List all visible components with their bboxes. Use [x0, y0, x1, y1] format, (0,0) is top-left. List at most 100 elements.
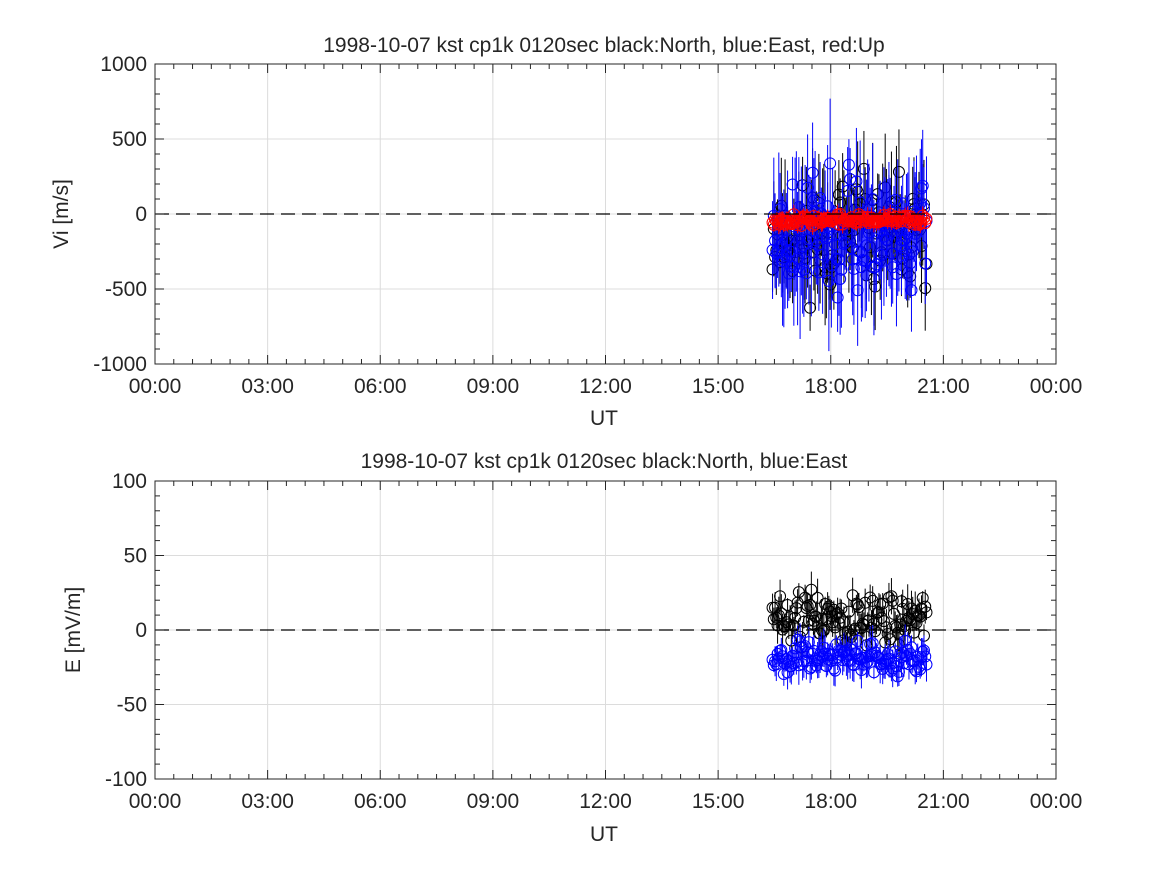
undefined-point — [829, 664, 842, 677]
undefined-point — [877, 615, 890, 628]
undefined-point — [851, 634, 864, 647]
undefined-point — [830, 638, 843, 651]
undefined-point — [867, 666, 880, 679]
undefined-point — [905, 284, 918, 297]
undefined-point — [891, 626, 904, 639]
undefined-point — [772, 652, 785, 665]
undefined-xtick-label: 12:00 — [579, 790, 632, 813]
undefined-ytick-label: -100 — [105, 768, 147, 791]
undefined-point — [912, 660, 925, 673]
undefined-ytick-label: -1000 — [93, 353, 147, 376]
undefined-point — [786, 178, 799, 191]
undefined-xtick-label: 06:00 — [354, 790, 407, 813]
velocity-plot-ylabel: Vi [m/s] — [50, 179, 73, 249]
efield-plot: 1998-10-07 kst cp1k 0120sec black:North,… — [62, 450, 1082, 846]
undefined-point — [855, 622, 868, 635]
undefined-point — [850, 597, 863, 610]
undefined-point — [880, 654, 893, 667]
undefined-point — [804, 598, 817, 611]
undefined-ytick-label: -50 — [117, 694, 147, 717]
undefined-xtick-label: 21:00 — [917, 790, 970, 813]
undefined-xtick-label: 21:00 — [917, 375, 970, 398]
undefined-point — [917, 644, 930, 657]
undefined-xtick-label: 09:00 — [467, 375, 520, 398]
undefined-point — [780, 234, 793, 247]
undefined-xtick-label: 09:00 — [467, 790, 520, 813]
efield-plot-ylabel: E [mV/m] — [62, 587, 85, 673]
undefined-xtick-label: 18:00 — [804, 790, 857, 813]
undefined-point — [905, 641, 918, 654]
undefined-point — [791, 633, 804, 646]
undefined-ytick-label: 50 — [124, 545, 147, 568]
undefined-point — [805, 583, 818, 596]
undefined-point — [834, 611, 847, 624]
velocity-plot: 1998-10-07 kst cp1k 0120sec black:North,… — [50, 34, 1082, 430]
undefined-ticks — [154, 480, 1057, 780]
undefined-ytick-label: -500 — [105, 278, 147, 301]
undefined-point — [837, 237, 850, 250]
undefined-series-north — [766, 571, 933, 662]
undefined-point — [881, 627, 894, 640]
undefined-xtick-label: 06:00 — [354, 375, 407, 398]
undefined-point — [920, 606, 933, 619]
undefined-point — [841, 184, 854, 197]
undefined-point — [827, 662, 840, 675]
undefined-point — [864, 591, 877, 604]
undefined-point — [850, 175, 863, 188]
undefined-point — [824, 157, 837, 170]
undefined-point — [891, 670, 904, 683]
undefined-point — [861, 655, 874, 668]
undefined-point — [914, 663, 927, 676]
undefined-point — [890, 621, 903, 634]
undefined-point — [882, 591, 895, 604]
undefined-point — [892, 165, 905, 178]
undefined-point — [895, 595, 908, 608]
undefined-point — [822, 274, 835, 287]
undefined-point — [916, 592, 929, 605]
undefined-data — [766, 98, 933, 352]
undefined-point — [919, 600, 932, 613]
efield-plot-xlabel: UT — [590, 823, 618, 846]
undefined-xtick-label: 12:00 — [579, 375, 632, 398]
undefined-ticks — [154, 63, 1057, 365]
undefined-point — [796, 240, 809, 253]
undefined-point — [912, 609, 925, 622]
undefined-point — [781, 666, 794, 679]
undefined-point — [919, 650, 932, 663]
undefined-point — [785, 634, 798, 647]
efield-plot-title: 1998-10-07 kst cp1k 0120sec black:North,… — [361, 450, 848, 473]
undefined-point — [781, 233, 794, 246]
velocity-plot-xlabel: UT — [590, 407, 618, 430]
undefined-ytick-label: 100 — [112, 470, 147, 493]
undefined-point — [786, 649, 799, 662]
velocity-plot-title: 1998-10-07 kst cp1k 0120sec black:North,… — [323, 34, 884, 57]
undefined-point — [835, 263, 848, 276]
undefined-xtick-label: 03:00 — [241, 375, 294, 398]
undefined-point — [866, 637, 879, 650]
undefined-point — [880, 621, 893, 634]
undefined-point — [811, 591, 824, 604]
undefined-point — [920, 212, 933, 225]
undefined-point — [884, 227, 897, 240]
undefined-series-up — [766, 204, 933, 235]
undefined-point — [834, 273, 847, 286]
undefined-point — [885, 590, 898, 603]
undefined-point — [916, 179, 929, 192]
undefined-point — [916, 209, 929, 222]
undefined-ytick-label: 0 — [135, 203, 147, 226]
undefined-point — [886, 594, 899, 607]
undefined-point — [889, 193, 902, 206]
undefined-point — [806, 166, 819, 179]
undefined-point — [859, 255, 872, 268]
undefined-point — [831, 291, 844, 304]
undefined-point — [790, 656, 803, 669]
undefined-point — [842, 158, 855, 171]
undefined-point — [861, 615, 874, 628]
undefined-point — [844, 173, 857, 186]
undefined-point — [835, 602, 848, 615]
undefined-xtick-label: 18:00 — [804, 375, 857, 398]
undefined-xtick-label: 00:00 — [1030, 790, 1083, 813]
undefined-xtick-label: 00:00 — [1030, 375, 1083, 398]
